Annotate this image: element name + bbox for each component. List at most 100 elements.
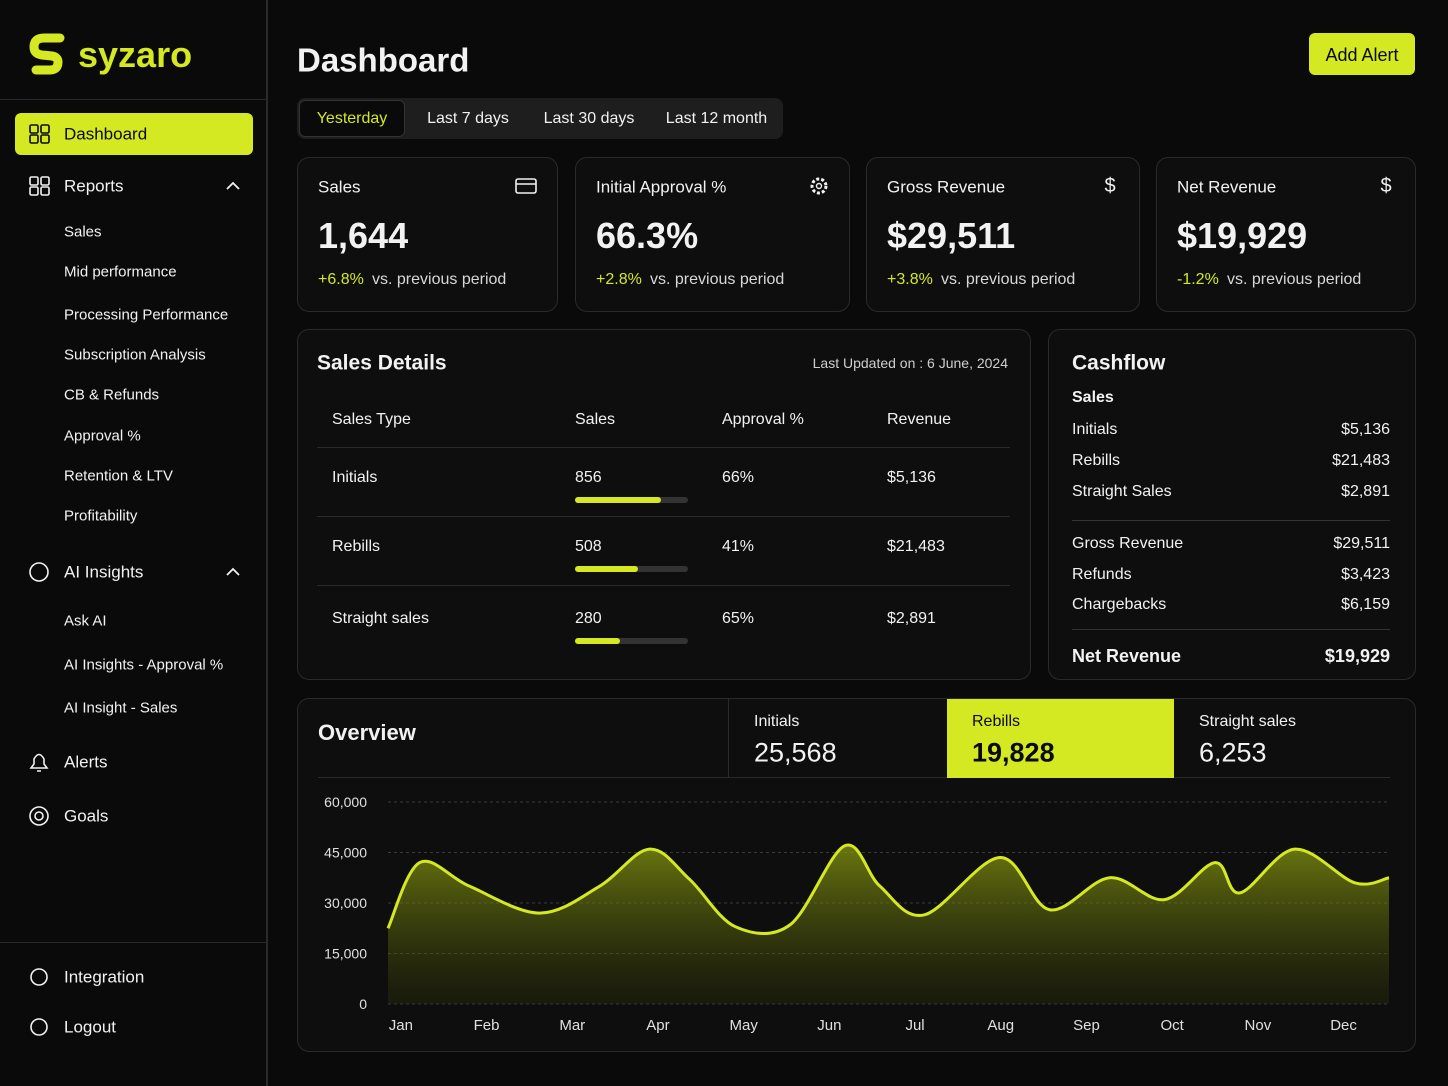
nav-label: Integration [64, 967, 145, 987]
sidebar-divider [0, 99, 266, 100]
stat-value: 19,828 [972, 737, 1055, 768]
nav-label: Dashboard [64, 124, 148, 144]
kpi-label: Gross Revenue [887, 177, 1006, 197]
nav-label: AI Insights [64, 562, 144, 582]
kpi-value: 66.3% [596, 215, 699, 256]
tab-label: Last 7 days [427, 110, 509, 127]
cashflow-label: Gross Revenue [1072, 535, 1184, 552]
table-cell: 65% [722, 610, 755, 627]
table-cell: Initials [332, 469, 378, 486]
nav-item[interactable] [15, 1007, 253, 1047]
stat-value: 25,568 [754, 737, 837, 768]
card-title: Overview [318, 720, 416, 745]
nav-sublabel: Mid performance [64, 263, 177, 281]
nav-label: Reports [64, 176, 124, 196]
table-cell: Rebills [332, 538, 381, 555]
cashflow-label: Straight Sales [1072, 483, 1172, 500]
sidebar-border [266, 0, 268, 1086]
tab-label: Last 12 month [665, 110, 768, 127]
card-title: Sales Details [317, 351, 447, 375]
column-header: Sales [575, 411, 616, 428]
nav-item[interactable] [15, 796, 253, 836]
row-divider [317, 447, 1010, 448]
column-header: Approval % [722, 411, 804, 428]
nav-sublabel: Ask AI [64, 612, 107, 630]
kpi-change: -1.2% [1177, 271, 1219, 288]
column-header: Sales Type [332, 411, 411, 428]
sales-details-card [297, 329, 1031, 680]
stat-label: Straight sales [1199, 713, 1296, 730]
column-header: Revenue [887, 411, 952, 428]
row-divider [317, 585, 1010, 586]
progress-track [575, 638, 688, 644]
logo-icon [29, 33, 65, 75]
cashflow-label: Refunds [1072, 566, 1132, 583]
cashflow-divider [1072, 629, 1390, 630]
section-label: Sales [1072, 389, 1114, 406]
kpi-label: Net Revenue [1177, 177, 1277, 197]
nav-sublabel: Retention & LTV [64, 467, 173, 485]
nav-sublabel: AI Insight - Sales [64, 699, 178, 717]
kpi-card [297, 157, 558, 312]
logo-text: syzaro [78, 34, 193, 75]
button-label: Add Alert [1325, 45, 1399, 65]
table-cell: 856 [575, 469, 602, 486]
progress-fill [575, 566, 639, 572]
table-cell: 66% [722, 469, 755, 486]
kpi-change: +3.8% [887, 271, 933, 288]
kpi-card [1156, 157, 1416, 312]
nav-sublabel: CB & Refunds [64, 386, 160, 404]
kpi-value: $29,511 [887, 215, 1016, 256]
overview-stat[interactable] [947, 699, 1174, 778]
nav-sublabel: Processing Performance [64, 306, 229, 324]
kpi-change: +6.8% [318, 271, 364, 288]
stat-label: Initials [754, 713, 800, 730]
nav-active [15, 113, 253, 155]
stat-value: 6,253 [1199, 737, 1267, 768]
nav-item[interactable] [15, 166, 253, 206]
kpi-note: vs. previous period [941, 271, 1076, 288]
kpi-change: +2.8% [596, 271, 642, 288]
cashflow-value: $29,511 [1333, 535, 1390, 552]
kpi-note: vs. previous period [372, 271, 507, 288]
cashflow-value: $3,423 [1341, 566, 1390, 583]
row-divider [317, 516, 1010, 517]
cashflow-label: Chargebacks [1072, 596, 1167, 613]
kpi-note: vs. previous period [650, 271, 785, 288]
progress-fill [575, 497, 661, 503]
period-tab[interactable] [299, 100, 405, 137]
cashflow-value: $21,483 [1332, 452, 1390, 469]
page-title: Dashboard [297, 41, 470, 79]
nav-item[interactable] [15, 742, 253, 782]
nav-label: Alerts [64, 752, 108, 772]
table-cell: 41% [722, 538, 755, 555]
table-cell: 280 [575, 610, 602, 627]
nav-label: Logout [64, 1017, 116, 1037]
tab-label: Last 30 days [543, 110, 635, 127]
overview-divider [728, 699, 729, 778]
nav-sublabel: Profitability [64, 507, 138, 525]
kpi-icon: $ [1380, 175, 1392, 197]
table-cell: 508 [575, 538, 602, 555]
updated-note: Last Updated on : 6 June, 2024 [812, 355, 1008, 371]
kpi-note: vs. previous period [1227, 271, 1362, 288]
add-alert-button[interactable] [1309, 33, 1415, 75]
kpi-label: Initial Approval % [596, 177, 727, 197]
cashflow-value: $2,891 [1341, 483, 1390, 500]
tab-label: Yesterday [316, 110, 388, 127]
sidebar-divider [0, 942, 266, 943]
kpi-value: $19,929 [1177, 215, 1308, 256]
cashflow-value: $5,136 [1341, 421, 1390, 438]
cashflow-value: $6,159 [1341, 596, 1390, 613]
table-cell: $2,891 [887, 610, 936, 627]
cashflow-total-value: $19,929 [1324, 646, 1390, 666]
kpi-card [575, 157, 850, 312]
cashflow-divider [1072, 520, 1390, 521]
card-title: Cashflow [1072, 351, 1166, 375]
table-cell: $5,136 [887, 469, 936, 486]
overview-divider [318, 777, 1390, 778]
table-cell: $21,483 [887, 538, 945, 555]
progress-fill [575, 638, 621, 644]
nav-sublabel: Sales [64, 223, 102, 241]
